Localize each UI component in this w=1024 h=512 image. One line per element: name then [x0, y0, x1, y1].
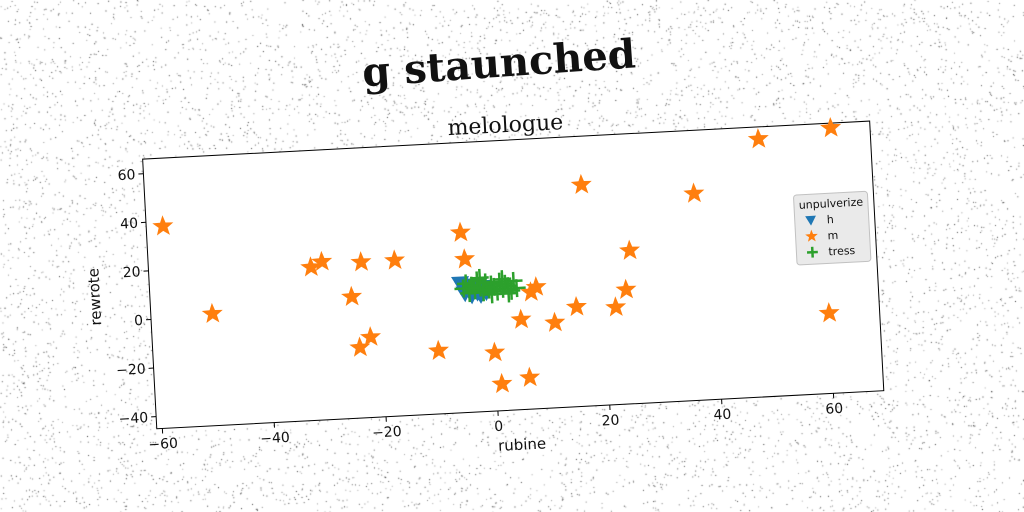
plus-marker-v — [491, 285, 492, 303]
x-axis-label: rubine — [498, 434, 547, 454]
plus-marker-v — [474, 281, 475, 299]
plus-marker-v — [488, 281, 489, 299]
legend-label: tress — [828, 244, 856, 258]
y-tick-label: 20 — [122, 264, 141, 281]
plus-marker-v — [479, 269, 480, 287]
x-tick-label: 20 — [601, 413, 620, 430]
y-tick-label: −20 — [116, 361, 146, 379]
plus-marker-v — [463, 279, 464, 297]
x-tick-label: 40 — [713, 407, 732, 424]
chart-title: melologue — [447, 110, 564, 141]
plus-marker-v — [508, 284, 509, 302]
legend-label: h — [826, 213, 834, 226]
y-tick-label: 60 — [117, 167, 136, 184]
y-axis-label: rewrote — [84, 268, 105, 326]
x-tick-label: 0 — [494, 419, 504, 435]
plus-marker-v — [502, 270, 503, 288]
y-tick-label: 40 — [120, 216, 139, 233]
x-tick-label: −20 — [372, 424, 402, 442]
x-tick-label: 60 — [825, 401, 844, 418]
x-tick-label: −60 — [148, 436, 178, 454]
plus-marker-v — [812, 247, 813, 258]
y-tick-label: −40 — [118, 410, 148, 428]
x-tick-label: −40 — [260, 430, 290, 448]
plus-marker-v — [516, 279, 517, 297]
plus-marker-v — [511, 282, 512, 300]
legend-label: m — [827, 229, 838, 243]
y-tick-label: 0 — [134, 313, 144, 329]
